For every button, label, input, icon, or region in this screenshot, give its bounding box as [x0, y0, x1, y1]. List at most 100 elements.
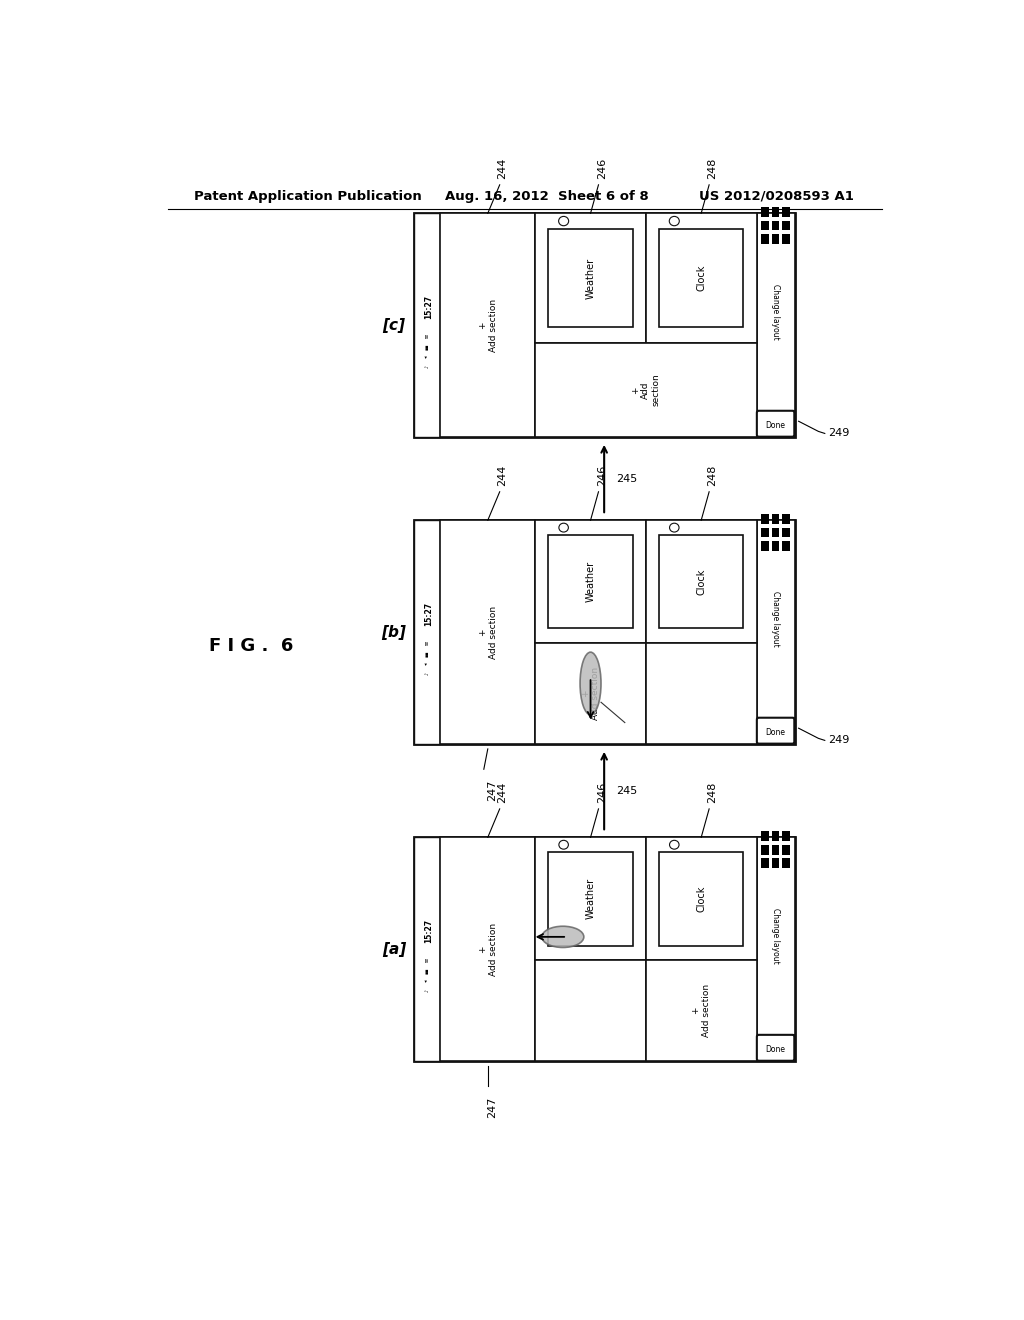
Bar [659, 535, 743, 628]
Ellipse shape [670, 216, 679, 226]
Bar [772, 858, 779, 869]
Bar [772, 220, 779, 231]
Bar [772, 832, 779, 841]
Text: 15:27: 15:27 [424, 296, 433, 319]
Text: Patent Application Publication: Patent Application Publication [194, 190, 422, 202]
Bar [646, 961, 757, 1061]
Bar [782, 220, 790, 231]
Text: 249: 249 [828, 735, 849, 746]
Ellipse shape [559, 216, 568, 226]
Bar [772, 207, 779, 216]
Bar [440, 214, 536, 437]
Bar [536, 520, 646, 643]
Bar [757, 837, 795, 1035]
Text: ◂: ◂ [425, 355, 429, 358]
Text: +
Add section: + Add section [691, 985, 711, 1038]
Bar [414, 214, 795, 437]
Text: [a]: [a] [382, 941, 406, 957]
Bar [659, 228, 743, 327]
Bar [536, 837, 646, 961]
Bar [646, 643, 757, 744]
Bar [782, 832, 790, 841]
Text: Clock: Clock [696, 886, 707, 912]
Bar [761, 515, 769, 524]
Text: 245: 245 [616, 785, 637, 796]
Bar [414, 837, 795, 1061]
Ellipse shape [670, 523, 679, 532]
Bar [414, 520, 795, 744]
Bar [761, 220, 769, 231]
Bar [782, 234, 790, 244]
Bar [659, 853, 743, 945]
Bar [536, 643, 646, 744]
Text: 249: 249 [828, 429, 849, 438]
Text: Weather: Weather [586, 561, 596, 602]
Bar [440, 837, 536, 1061]
Bar [440, 520, 536, 744]
Bar [782, 541, 790, 550]
Ellipse shape [670, 841, 679, 849]
Bar [782, 528, 790, 537]
FancyBboxPatch shape [757, 411, 795, 437]
Text: ▪▪: ▪▪ [425, 968, 429, 974]
Text: 15:27: 15:27 [424, 602, 433, 626]
Text: 248: 248 [708, 781, 717, 803]
FancyBboxPatch shape [757, 1035, 795, 1061]
Text: +
Add
section: + Add section [631, 374, 660, 407]
Text: [c]: [c] [382, 318, 406, 333]
Text: 15:27: 15:27 [424, 919, 433, 944]
Ellipse shape [559, 523, 568, 532]
Bar [772, 845, 779, 854]
Bar [549, 853, 633, 945]
Bar [414, 214, 440, 437]
Text: Change layout: Change layout [771, 591, 780, 647]
Text: 247: 247 [486, 779, 497, 801]
Bar [536, 961, 646, 1061]
Bar [536, 214, 646, 343]
Bar [782, 858, 790, 869]
Bar [772, 528, 779, 537]
Text: Done: Done [766, 421, 785, 430]
Text: US 2012/0208593 A1: US 2012/0208593 A1 [699, 190, 854, 202]
Text: ▪▪: ▪▪ [425, 343, 429, 350]
Bar [646, 520, 757, 643]
Text: ▪▪: ▪▪ [425, 649, 429, 656]
Text: +
Add section: + Add section [478, 606, 498, 659]
Text: ◂: ◂ [425, 663, 429, 664]
Ellipse shape [580, 652, 601, 714]
Bar [782, 207, 790, 216]
Text: Change layout: Change layout [771, 908, 780, 964]
Bar [772, 541, 779, 550]
Bar [761, 541, 769, 550]
Bar [549, 535, 633, 628]
Bar [761, 845, 769, 854]
Text: 248: 248 [708, 465, 717, 486]
Bar [772, 515, 779, 524]
Text: 245: 245 [616, 474, 637, 483]
Bar [782, 845, 790, 854]
Text: ✉: ✉ [425, 642, 429, 645]
Bar [536, 343, 757, 437]
Text: Done: Done [766, 1045, 785, 1053]
Text: ✉: ✉ [425, 334, 429, 338]
Text: Done: Done [766, 727, 785, 737]
Ellipse shape [542, 927, 584, 948]
Text: 246: 246 [597, 781, 606, 803]
Bar [761, 528, 769, 537]
FancyBboxPatch shape [757, 718, 795, 743]
Bar [761, 234, 769, 244]
Text: ◂: ◂ [425, 979, 429, 982]
Bar [414, 520, 440, 744]
Text: 246: 246 [597, 157, 606, 178]
Text: 244: 244 [497, 157, 507, 178]
Text: Aug. 16, 2012  Sheet 6 of 8: Aug. 16, 2012 Sheet 6 of 8 [445, 190, 649, 202]
Text: Weather: Weather [586, 878, 596, 920]
Text: ♪: ♪ [425, 989, 429, 993]
Bar [646, 837, 757, 961]
Bar [757, 214, 795, 411]
Text: 244: 244 [497, 781, 507, 803]
Bar [761, 207, 769, 216]
Text: 244: 244 [497, 465, 507, 486]
Text: [b]: [b] [381, 624, 407, 640]
Text: 247: 247 [486, 1097, 497, 1118]
